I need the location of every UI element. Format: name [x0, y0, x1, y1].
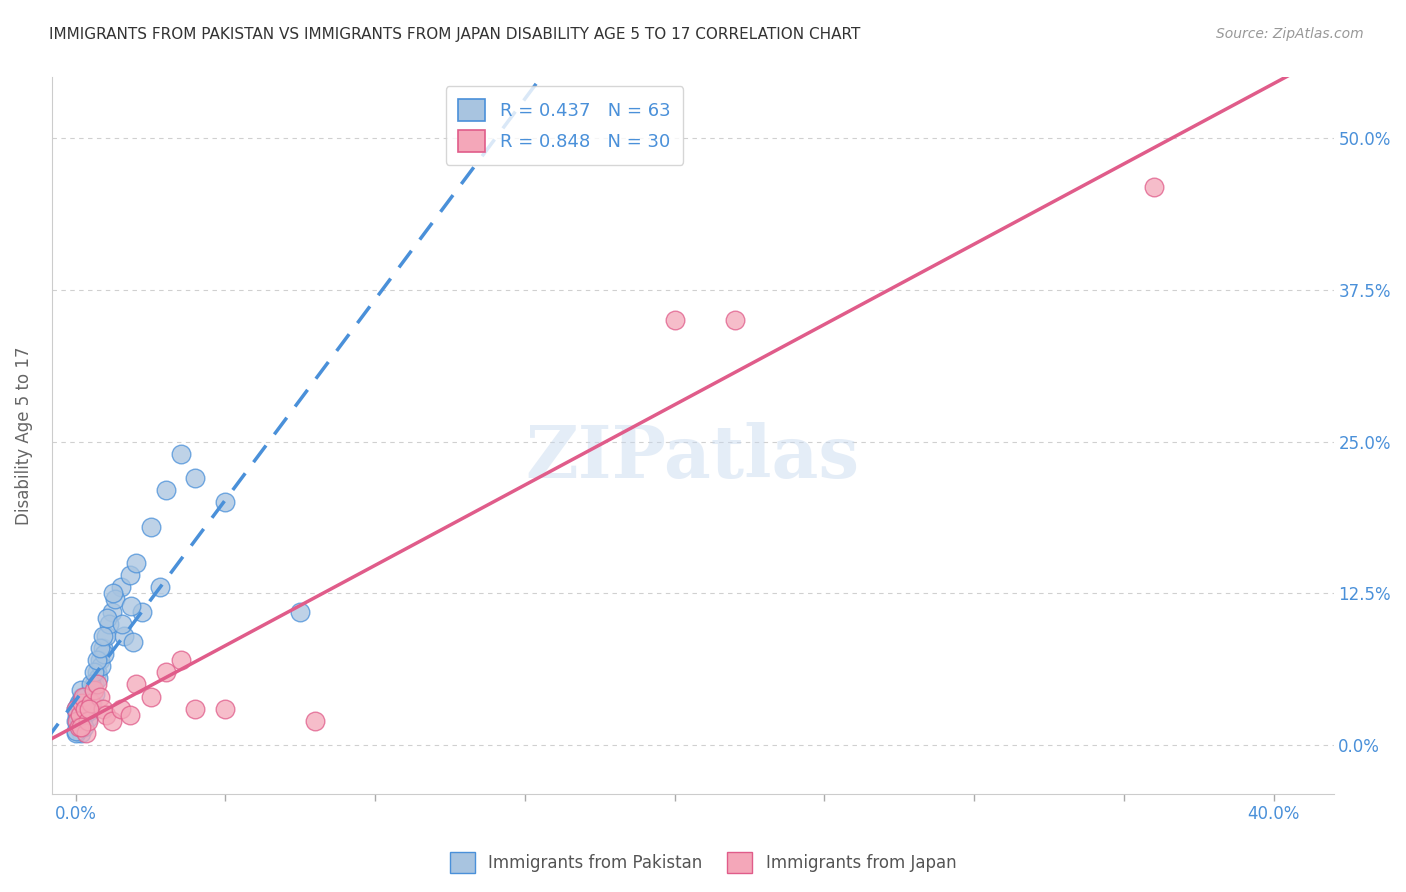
- Point: [112, 629, 135, 643]
- Legend: Immigrants from Pakistan, Immigrants from Japan: Immigrants from Pakistan, Immigrants fro…: [443, 846, 963, 880]
- Point: [73, 702, 96, 716]
- Point: [304, 714, 326, 728]
- Point: [184, 471, 207, 485]
- Point: [69, 699, 91, 714]
- Point: [69, 711, 91, 725]
- Point: [83, 665, 105, 680]
- Point: [121, 635, 143, 649]
- Point: [101, 586, 124, 600]
- Point: [94, 629, 117, 643]
- Point: [66, 707, 89, 722]
- Point: [83, 677, 105, 691]
- Point: [131, 605, 153, 619]
- Point: [77, 704, 100, 718]
- Point: [75, 692, 97, 706]
- Point: [67, 720, 90, 734]
- Point: [118, 568, 141, 582]
- Point: [169, 447, 191, 461]
- Point: [93, 647, 115, 661]
- Point: [91, 629, 114, 643]
- Point: [118, 707, 141, 722]
- Point: [664, 313, 686, 327]
- Point: [72, 707, 94, 722]
- Point: [80, 677, 103, 691]
- Point: [70, 696, 93, 710]
- Text: IMMIGRANTS FROM PAKISTAN VS IMMIGRANTS FROM JAPAN DISABILITY AGE 5 TO 17 CORRELA: IMMIGRANTS FROM PAKISTAN VS IMMIGRANTS F…: [49, 27, 860, 42]
- Point: [72, 714, 94, 728]
- Point: [75, 690, 97, 704]
- Point: [139, 690, 162, 704]
- Point: [110, 702, 132, 716]
- Point: [76, 714, 98, 728]
- Point: [89, 653, 111, 667]
- Y-axis label: Disability Age 5 to 17: Disability Age 5 to 17: [15, 346, 32, 524]
- Point: [83, 683, 105, 698]
- Point: [66, 704, 89, 718]
- Point: [214, 495, 236, 509]
- Text: ZIPatlas: ZIPatlas: [526, 422, 859, 492]
- Point: [155, 665, 177, 680]
- Point: [97, 616, 120, 631]
- Point: [111, 616, 134, 631]
- Point: [87, 671, 110, 685]
- Point: [100, 714, 122, 728]
- Point: [76, 711, 98, 725]
- Point: [184, 702, 207, 716]
- Point: [70, 716, 93, 731]
- Point: [82, 696, 104, 710]
- Point: [86, 653, 108, 667]
- Point: [70, 720, 93, 734]
- Point: [86, 665, 108, 680]
- Point: [139, 519, 162, 533]
- Point: [94, 707, 117, 722]
- Point: [65, 714, 87, 728]
- Point: [75, 726, 97, 740]
- Point: [67, 696, 90, 710]
- Point: [89, 640, 111, 655]
- Point: [65, 723, 87, 738]
- Point: [66, 714, 89, 728]
- Point: [91, 702, 114, 716]
- Point: [72, 690, 94, 704]
- Point: [90, 659, 112, 673]
- Point: [124, 677, 146, 691]
- Point: [79, 696, 101, 710]
- Point: [169, 653, 191, 667]
- Point: [79, 683, 101, 698]
- Point: [84, 687, 107, 701]
- Point: [77, 702, 100, 716]
- Point: [69, 707, 91, 722]
- Point: [65, 726, 87, 740]
- Point: [91, 640, 114, 655]
- Point: [70, 683, 93, 698]
- Point: [100, 605, 122, 619]
- Point: [96, 610, 118, 624]
- Text: Source: ZipAtlas.com: Source: ZipAtlas.com: [1216, 27, 1364, 41]
- Point: [86, 677, 108, 691]
- Point: [89, 690, 111, 704]
- Legend: R = 0.437   N = 63, R = 0.848   N = 30: R = 0.437 N = 63, R = 0.848 N = 30: [446, 87, 683, 165]
- Point: [155, 483, 177, 498]
- Point: [77, 702, 100, 716]
- Point: [67, 714, 90, 728]
- Point: [290, 605, 312, 619]
- Point: [120, 599, 142, 613]
- Point: [70, 690, 93, 704]
- Point: [73, 720, 96, 734]
- Point: [1143, 179, 1166, 194]
- Point: [124, 556, 146, 570]
- Point: [723, 313, 745, 327]
- Point: [67, 720, 90, 734]
- Point: [148, 580, 170, 594]
- Point: [67, 699, 90, 714]
- Point: [70, 726, 93, 740]
- Point: [69, 702, 91, 716]
- Point: [66, 704, 89, 718]
- Point: [214, 702, 236, 716]
- Point: [65, 702, 87, 716]
- Point: [104, 592, 127, 607]
- Point: [65, 702, 87, 716]
- Point: [73, 707, 96, 722]
- Point: [110, 580, 132, 594]
